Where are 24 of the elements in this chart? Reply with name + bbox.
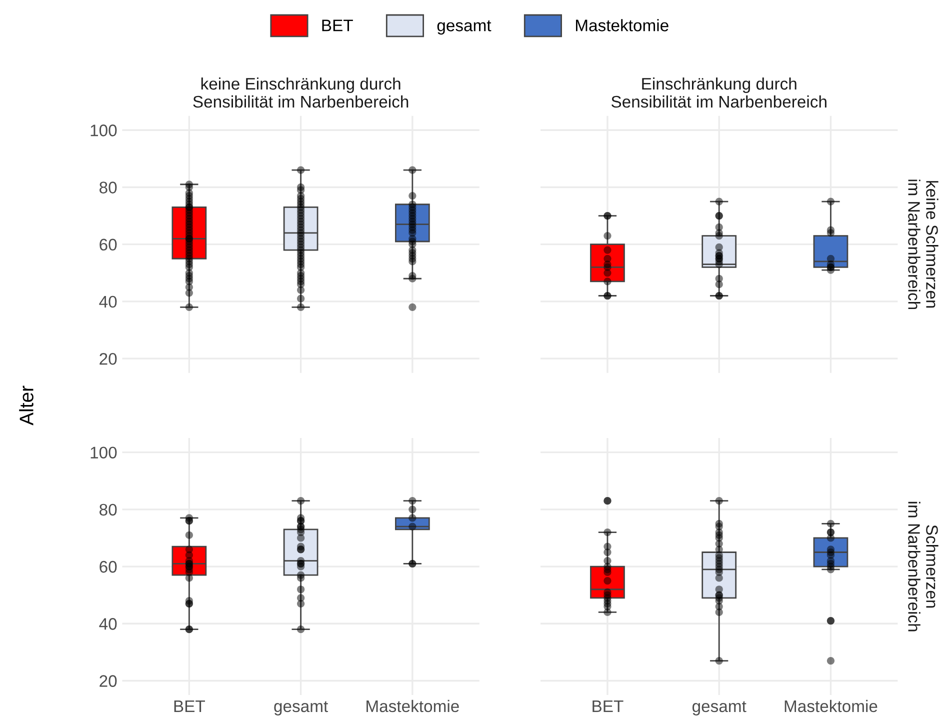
y-tick-label: 60 — [100, 560, 117, 573]
text: Schmerzen im Narbenbereich — [908, 502, 938, 632]
x-tick-label: BET — [592, 700, 624, 712]
text: keine Schmerzen im Narbenbereich — [908, 180, 938, 310]
legend-label: gesamt — [437, 20, 492, 35]
y-tick-label: 100 — [90, 446, 117, 458]
y-tick-label: 80 — [100, 182, 117, 194]
chart-title: keine Einschränkung durch Sensibilität im Narbenbereich — [193, 77, 408, 108]
y-tick-label: 20 — [100, 675, 117, 687]
x-tick-label: Mastektomie — [366, 700, 459, 712]
y-tick-label: 60 — [100, 238, 117, 251]
y-tick-label: 20 — [100, 352, 117, 365]
x-tick-label: gesamt — [274, 701, 328, 716]
y-axis-title: Alter — [19, 386, 34, 426]
legend-label: BET — [322, 20, 353, 32]
chart-title: Einschränkung durch Sensibilität im Narbenbereich — [611, 77, 826, 108]
x-tick-label: BET — [174, 700, 205, 712]
y-tick-label: 80 — [100, 504, 117, 516]
legend-label: Mastektomie — [576, 19, 668, 32]
y-tick-label: 100 — [90, 124, 117, 136]
x-tick-label: gesamt — [692, 701, 746, 716]
y-tick-label: 40 — [99, 618, 117, 630]
y-tick-label: 40 — [99, 296, 117, 308]
x-tick-label: Mastektomie — [784, 700, 878, 712]
